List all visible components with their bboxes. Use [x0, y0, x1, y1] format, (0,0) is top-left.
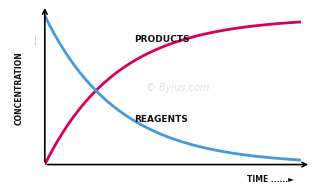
Text: PRODUCTS: PRODUCTS	[134, 35, 190, 44]
Text: CONCENTRATION: CONCENTRATION	[15, 51, 24, 125]
Text: REAGENTS: REAGENTS	[134, 115, 188, 124]
Text: © Byjus.com: © Byjus.com	[146, 83, 210, 93]
Text: TIME ......►: TIME ......►	[247, 175, 293, 184]
Text: ......: ......	[32, 34, 37, 44]
